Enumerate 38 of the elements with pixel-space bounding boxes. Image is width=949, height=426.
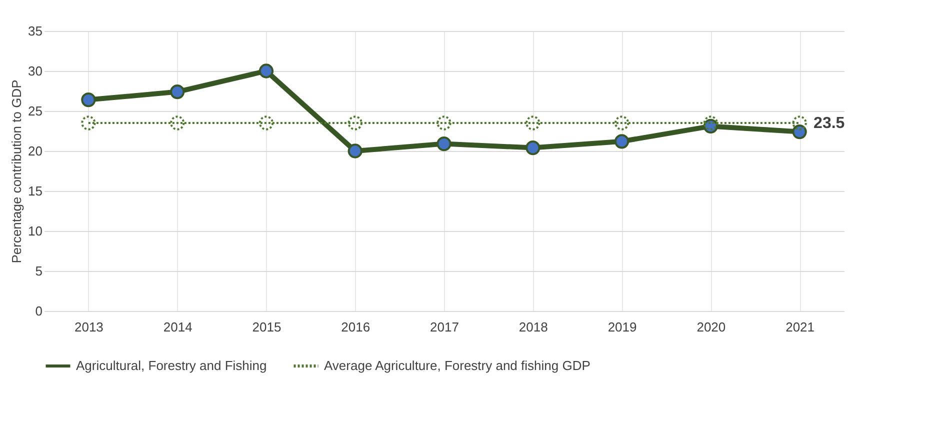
- point: [258, 64, 274, 78]
- x-tick-label: 2018: [518, 320, 548, 334]
- point: [170, 116, 185, 130]
- x-tick-label: 2013: [74, 320, 104, 334]
- point: [258, 116, 274, 130]
- y-tick-label: 25: [28, 104, 42, 118]
- point: [81, 116, 96, 130]
- point: [348, 116, 362, 130]
- legend-label: Agricultural, Forestry and Fishing: [76, 358, 267, 373]
- y-tick-label: 5: [35, 264, 42, 278]
- point: [614, 134, 630, 149]
- x-tick-label: 2017: [430, 320, 459, 334]
- point: [526, 140, 540, 156]
- point: [703, 116, 718, 130]
- y-tick-label: 35: [28, 24, 42, 38]
- x-tick-label: 2015: [252, 320, 282, 334]
- x-tick-label: 2016: [341, 320, 370, 334]
- x-tick-label: 2020: [696, 320, 726, 334]
- data-label: 23.5: [814, 115, 845, 132]
- y-tick-label: 20: [28, 144, 42, 158]
- point: [436, 136, 452, 152]
- point: [436, 116, 452, 130]
- x-tick-label: 2021: [786, 320, 815, 334]
- y-axis-title: Percentage contribution to GDP: [9, 80, 24, 264]
- y-tick-label: 15: [28, 184, 42, 198]
- point: [792, 124, 807, 140]
- x-tick-label: 2019: [608, 320, 637, 334]
- point: [614, 116, 630, 130]
- x-tick-label: 2014: [163, 320, 192, 334]
- point: [792, 116, 807, 130]
- y-tick-label: 0: [35, 304, 42, 318]
- point: [170, 84, 185, 100]
- y-tick-label: 30: [28, 64, 42, 78]
- point: [81, 92, 96, 108]
- legend-label: Average Agriculture, Forestry and fishing GDP: [324, 358, 590, 373]
- point: [526, 116, 540, 130]
- y-tick-label: 10: [28, 224, 42, 238]
- point: [348, 144, 362, 158]
